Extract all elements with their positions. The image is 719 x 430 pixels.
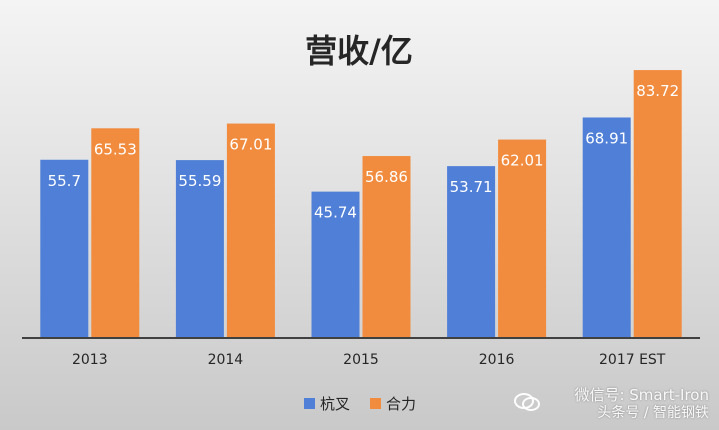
bar-hangcha-3 — [447, 166, 496, 338]
watermark-wechat-id: 微信号: Smart-Iron — [574, 386, 709, 404]
bar-heli-4 — [633, 70, 682, 338]
bar-hangcha-4 — [582, 117, 631, 338]
x-tick-label-1: 2014 — [208, 352, 244, 368]
bar-heli-2 — [362, 156, 411, 338]
data-label-heli-3: 62.01 — [501, 152, 544, 170]
legend-swatch-hangcha — [304, 398, 315, 409]
data-label-hangcha-0: 55.7 — [48, 172, 81, 190]
bar-hangcha-1 — [175, 160, 224, 338]
bar-hangcha-2 — [311, 191, 360, 338]
data-label-hangcha-4: 68.91 — [585, 129, 628, 147]
x-tick-label-2: 2015 — [343, 352, 379, 368]
x-tick-label-4: 2017 EST — [599, 352, 666, 368]
legend-label-hangcha: 杭叉 — [320, 395, 350, 413]
x-tick-label-0: 2013 — [72, 352, 108, 368]
legend-swatch-heli — [370, 398, 381, 409]
bar-hangcha-0 — [40, 159, 89, 338]
data-label-hangcha-1: 55.59 — [178, 172, 221, 190]
bar-heli-3 — [498, 139, 547, 338]
data-label-heli-2: 56.86 — [365, 168, 408, 186]
legend: 杭叉 合力 — [304, 395, 416, 413]
data-label-heli-1: 67.01 — [229, 136, 272, 154]
x-tick-labels: 2013 2014 2015 2016 2017 EST — [72, 352, 666, 368]
wechat-icon — [514, 393, 540, 411]
watermark-toutiao-id: 头条号 / 智能钢铁 — [597, 405, 709, 421]
legend-label-heli: 合力 — [386, 395, 416, 413]
bar-heli-1 — [226, 123, 275, 339]
chart-title: 营收/亿 — [305, 32, 413, 70]
data-label-hangcha-3: 53.71 — [450, 178, 493, 196]
data-label-heli-4: 83.72 — [636, 82, 679, 100]
x-tick-label-3: 2016 — [479, 352, 515, 368]
data-label-heli-0: 65.53 — [94, 140, 137, 158]
bar-heli-0 — [91, 128, 140, 338]
bars-group: 55.7 65.53 55.59 67.01 45.74 56.86 53.71 62.01 6… — [40, 70, 682, 339]
data-label-hangcha-2: 45.74 — [314, 204, 357, 222]
watermark: 微信号: Smart-Iron 头条号 / 智能钢铁 — [574, 386, 709, 422]
